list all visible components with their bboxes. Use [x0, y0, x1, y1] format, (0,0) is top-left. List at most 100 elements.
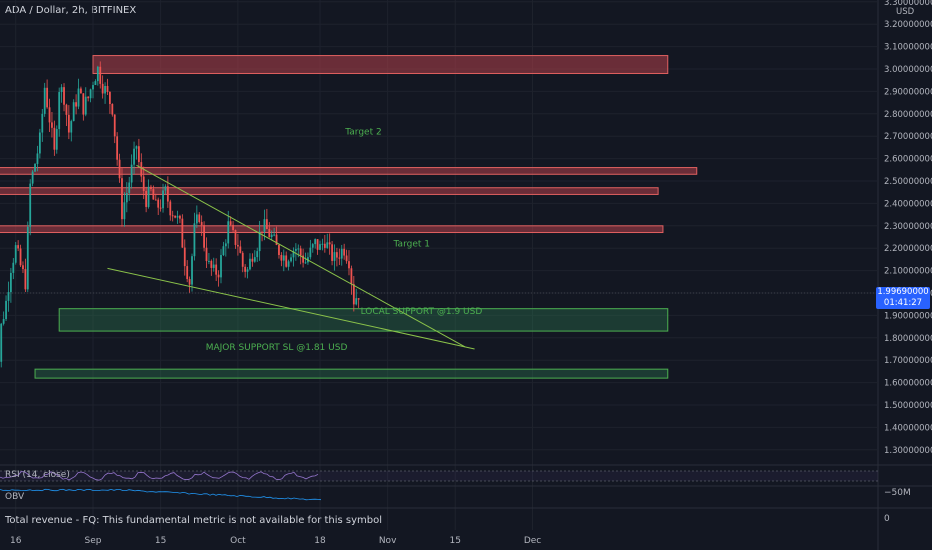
candle-body — [19, 248, 22, 266]
x-tick-label: 15 — [155, 536, 166, 546]
candle-body — [41, 113, 44, 133]
y-tick-label: 3.10000000 — [884, 43, 932, 53]
annotation-label: Target 2 — [344, 128, 381, 138]
support-zone-5 — [34, 368, 669, 379]
y-tick-label: 2.40000000 — [884, 199, 932, 209]
candle-body — [265, 219, 268, 230]
candle-body — [101, 83, 104, 94]
rsi-line — [0, 471, 319, 481]
candle-body — [142, 176, 145, 191]
candle-body — [195, 214, 198, 224]
candle-body — [169, 201, 172, 216]
candle-body — [94, 81, 97, 86]
candle-body — [215, 264, 218, 275]
candle-body — [145, 190, 148, 207]
candle-body — [60, 87, 63, 93]
candle-body — [14, 245, 17, 263]
candle-body — [7, 292, 10, 301]
annotation-label: Target 1 — [393, 240, 430, 250]
time-axis[interactable]: 16 Sep 15 Oct 18 Nov 15 Dec — [10, 536, 541, 546]
candle-body — [309, 247, 312, 258]
rsi-band — [0, 471, 878, 481]
candle-body — [171, 215, 174, 217]
candle-body — [82, 93, 85, 115]
candle-body — [87, 96, 90, 99]
candle-body — [92, 85, 94, 90]
candle-body — [188, 279, 191, 285]
candle-body — [80, 88, 82, 94]
candle-body — [348, 261, 350, 269]
candle-body — [72, 102, 75, 122]
candle-body — [128, 182, 131, 193]
candle-body — [0, 323, 3, 362]
candle-body — [58, 92, 61, 130]
candle-body — [22, 265, 24, 270]
trendline-0 — [136, 164, 466, 348]
candle-body — [2, 319, 5, 324]
candle-body — [285, 255, 288, 267]
candle-body — [246, 269, 249, 272]
price-axis[interactable]: 1.30000000 1.40000000 1.50000000 1.60000000… — [884, 0, 932, 456]
candle-body — [55, 129, 58, 150]
grid — [0, 0, 879, 550]
candle-body — [186, 266, 189, 280]
obv-line — [0, 488, 322, 501]
candle-body — [319, 244, 321, 250]
candle-body — [38, 132, 41, 154]
candle-body — [31, 171, 34, 184]
y-tick-label: 1.30000000 — [884, 446, 932, 456]
candle-body — [278, 244, 280, 256]
bottom-axis-tick: 0 — [884, 514, 890, 524]
y-tick-label: 1.80000000 — [884, 334, 932, 344]
candle-body — [338, 257, 341, 259]
candle-body — [343, 248, 346, 256]
candle-body — [345, 255, 348, 262]
candle-body — [104, 85, 106, 94]
candle-body — [17, 245, 20, 249]
y-tick-label: 3.20000000 — [884, 20, 932, 30]
candle-body — [36, 153, 39, 164]
candle-body — [217, 274, 220, 278]
candle-body — [150, 186, 152, 190]
y-tick-label: 2.80000000 — [884, 110, 932, 120]
candle-body — [263, 219, 266, 232]
y-tick-label: 3.00000000 — [884, 65, 932, 75]
candle-body — [176, 215, 179, 218]
candle-body — [302, 255, 305, 263]
candle-body — [350, 268, 353, 285]
candle-body — [106, 85, 109, 92]
candle-body — [227, 221, 230, 244]
candle-body — [48, 107, 51, 123]
x-tick-label: Dec — [524, 536, 541, 546]
candle-body — [183, 247, 186, 267]
candle-body — [253, 257, 256, 262]
candle-body — [336, 252, 338, 258]
candle-body — [331, 244, 333, 261]
rsi-pane-label[interactable]: RSI (14, close) — [5, 470, 70, 480]
candle-body — [203, 225, 205, 248]
candle-body — [174, 215, 177, 218]
y-tick-label: 1.40000000 — [884, 423, 932, 433]
candle-body — [179, 215, 181, 219]
candle-body — [229, 221, 232, 225]
x-tick-label: 16 — [10, 536, 22, 546]
x-tick-label: Oct — [230, 536, 246, 546]
candle-body — [24, 269, 27, 290]
candle-body — [137, 146, 140, 163]
candles — [0, 61, 360, 368]
candle-body — [292, 250, 295, 258]
y-tick-label: 1.70000000 — [884, 356, 932, 366]
candle-body — [316, 239, 319, 250]
trendline-1 — [107, 267, 475, 350]
candle-body — [113, 114, 116, 137]
candle-body — [53, 127, 56, 150]
candle-body — [65, 104, 68, 115]
y-tick-label: 1.60000000 — [884, 379, 932, 389]
candle-body — [268, 229, 271, 238]
candle-body — [200, 222, 203, 226]
obv-pane-label[interactable]: OBV — [5, 492, 25, 502]
candle-body — [212, 264, 215, 268]
candle-body — [208, 260, 210, 262]
candle-body — [333, 252, 336, 261]
